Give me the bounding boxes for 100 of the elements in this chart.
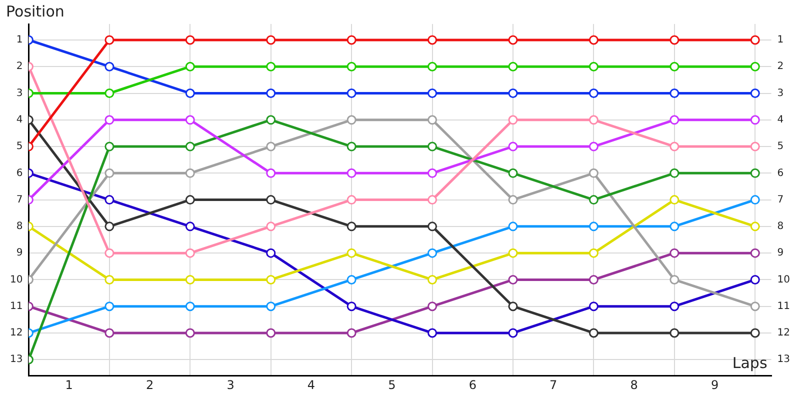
point <box>346 274 356 284</box>
y2-tick-label: 5 <box>777 141 784 152</box>
point <box>428 328 438 338</box>
point <box>750 88 760 98</box>
x-tick-label: 3 <box>226 378 234 392</box>
point <box>508 222 518 232</box>
point <box>104 248 114 258</box>
point <box>670 142 680 152</box>
point <box>346 195 356 205</box>
point <box>104 274 114 284</box>
x-axis-title: Laps <box>732 354 768 372</box>
point <box>428 115 438 125</box>
point <box>185 62 195 72</box>
point <box>588 62 598 72</box>
point <box>346 248 356 258</box>
y-tick-label: 3 <box>16 88 23 99</box>
point <box>508 168 518 178</box>
point <box>104 195 114 205</box>
point <box>508 142 518 152</box>
point <box>104 62 114 72</box>
x-tick-label: 9 <box>710 378 719 392</box>
x-tick-label: 5 <box>388 378 396 392</box>
y-tick-label: 9 <box>16 248 23 259</box>
point <box>185 195 195 205</box>
y2-tick-label: 8 <box>777 221 784 232</box>
point <box>266 142 276 152</box>
y2-tick-label: 7 <box>777 194 784 206</box>
y2-tick-label: 9 <box>777 248 784 259</box>
point <box>588 302 598 312</box>
y2-tick-label: 2 <box>777 61 784 72</box>
point <box>266 274 276 284</box>
y-tick-label: 13 <box>10 354 23 366</box>
point <box>588 142 598 152</box>
point <box>508 35 518 45</box>
y-tick-label: 7 <box>16 194 23 206</box>
point <box>185 222 195 232</box>
point <box>266 62 276 72</box>
point <box>670 195 680 205</box>
point <box>266 248 276 258</box>
point <box>508 248 518 258</box>
point <box>266 35 276 45</box>
y-tick-label: 6 <box>16 168 23 179</box>
point <box>508 62 518 72</box>
y-tick-label: 11 <box>10 300 23 312</box>
y-axis-title: Position <box>6 2 64 20</box>
point <box>750 248 760 258</box>
point <box>428 302 438 312</box>
y-tick-label: 2 <box>16 61 23 72</box>
point <box>266 195 276 205</box>
point <box>508 88 518 98</box>
y2-tick-label: 13 <box>777 354 790 366</box>
point <box>508 328 518 338</box>
point <box>670 328 680 338</box>
y-tick-label: 10 <box>10 274 23 286</box>
point <box>266 168 276 178</box>
y2-tick-label: 1 <box>777 34 784 46</box>
point <box>346 222 356 232</box>
point <box>670 115 680 125</box>
point <box>346 142 356 152</box>
x-tick-label: 2 <box>146 378 154 392</box>
point <box>750 168 760 178</box>
point <box>185 274 195 284</box>
point <box>104 168 114 178</box>
point <box>588 222 598 232</box>
x-tick-label: 1 <box>65 378 73 392</box>
point <box>266 302 276 312</box>
point <box>670 35 680 45</box>
point <box>185 35 195 45</box>
point <box>588 248 598 258</box>
point <box>670 62 680 72</box>
point <box>750 328 760 338</box>
y-tick-label: 5 <box>16 141 23 152</box>
point <box>670 302 680 312</box>
point <box>104 142 114 152</box>
y2-tick-label: 4 <box>777 114 784 126</box>
point <box>428 222 438 232</box>
point <box>588 195 598 205</box>
point <box>428 168 438 178</box>
y2-tick-label: 10 <box>777 274 790 286</box>
point <box>750 274 760 284</box>
point <box>266 222 276 232</box>
point <box>508 115 518 125</box>
point <box>588 88 598 98</box>
x-tick-label: 8 <box>630 378 638 392</box>
point <box>588 35 598 45</box>
point <box>185 328 195 338</box>
point <box>750 142 760 152</box>
point <box>750 302 760 312</box>
point <box>104 88 114 98</box>
point <box>346 35 356 45</box>
point <box>588 115 598 125</box>
point <box>670 168 680 178</box>
point <box>508 274 518 284</box>
point <box>266 88 276 98</box>
point <box>185 88 195 98</box>
point <box>670 222 680 232</box>
point <box>104 222 114 232</box>
point <box>266 115 276 125</box>
y-tick-label: 8 <box>16 221 23 232</box>
point <box>266 328 276 338</box>
